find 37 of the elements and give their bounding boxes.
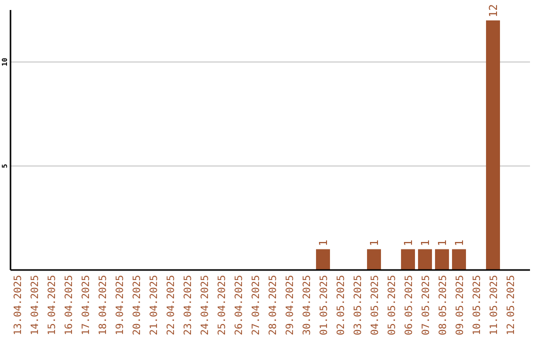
x-tick-label: 30.04.2025 [302, 275, 313, 336]
x-tick-label: 27.04.2025 [251, 275, 262, 336]
x-tick-label: 11.05.2025 [489, 275, 500, 336]
x-tick-label: 03.05.2025 [353, 275, 364, 336]
x-tick-label: 05.05.2025 [387, 275, 398, 336]
x-tick-label: 21.04.2025 [149, 275, 160, 336]
x-tick-label: 08.05.2025 [438, 275, 449, 336]
x-tick-label: 13.04.2025 [13, 275, 24, 336]
x-tick-label: 15.04.2025 [47, 275, 58, 336]
x-tick-label: 06.05.2025 [404, 275, 415, 336]
x-tick-label: 12.05.2025 [506, 275, 517, 336]
x-tick-label: 02.05.2025 [336, 275, 347, 336]
x-tick-label: 24.04.2025 [200, 275, 211, 336]
x-tick-label: 23.04.2025 [183, 275, 194, 336]
data-label: 1 [368, 240, 381, 246]
data-label: 12 [487, 4, 500, 18]
data-label: 1 [419, 240, 432, 246]
data-label: 1 [317, 240, 330, 246]
x-tick-label: 10.05.2025 [472, 275, 483, 336]
data-label: 1 [453, 240, 466, 246]
x-tick-label: 04.05.2025 [370, 275, 381, 336]
x-tick-label: 19.04.2025 [115, 275, 126, 336]
x-tick-label: 09.05.2025 [455, 275, 466, 336]
x-tick-label: 16.04.2025 [64, 275, 75, 336]
x-tick-label: 01.05.2025 [319, 275, 330, 336]
x-tick-label: 29.04.2025 [285, 275, 296, 336]
x-tick-label: 26.04.2025 [234, 275, 245, 336]
x-tick-label: 18.04.2025 [98, 275, 109, 336]
x-tick-label: 22.04.2025 [166, 275, 177, 336]
x-tick-label: 17.04.2025 [81, 275, 92, 336]
data-label: 1 [402, 240, 415, 246]
x-tick-label: 25.04.2025 [217, 275, 228, 336]
x-tick-label: 20.04.2025 [132, 275, 143, 336]
data-label: 1 [436, 240, 449, 246]
x-tick-label: 28.04.2025 [268, 275, 279, 336]
x-tick-label: 07.05.2025 [421, 275, 432, 336]
x-tick-label: 14.04.2025 [30, 275, 41, 336]
